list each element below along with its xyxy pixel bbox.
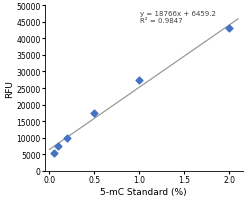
Point <box>137 79 141 82</box>
X-axis label: 5-mC Standard (%): 5-mC Standard (%) <box>100 187 187 196</box>
Point <box>227 28 231 31</box>
Point <box>66 136 70 140</box>
Point <box>92 112 96 115</box>
Y-axis label: RFU: RFU <box>5 80 14 97</box>
Text: y = 18766x + 6459.2
R² = 0.9847: y = 18766x + 6459.2 R² = 0.9847 <box>140 11 216 24</box>
Point <box>52 151 56 154</box>
Point <box>56 145 60 148</box>
